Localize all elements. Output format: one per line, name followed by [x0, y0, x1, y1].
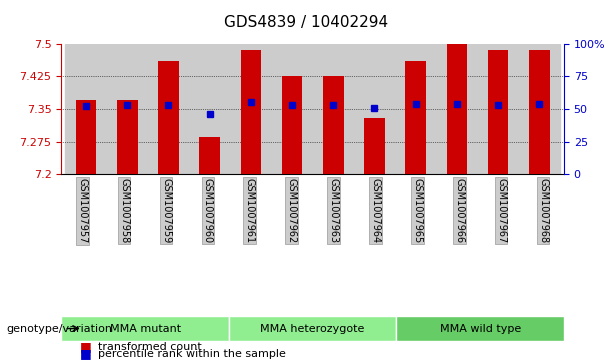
- Text: GSM1007967: GSM1007967: [496, 178, 506, 243]
- Bar: [199, 137, 220, 174]
- Bar: [148, 44, 189, 174]
- Bar: [76, 100, 96, 174]
- Text: GSM1007957: GSM1007957: [77, 178, 87, 243]
- Text: MMA mutant: MMA mutant: [110, 323, 181, 334]
- Bar: [354, 44, 395, 174]
- Bar: [478, 44, 519, 174]
- Bar: [282, 76, 302, 174]
- Text: GSM1007960: GSM1007960: [203, 178, 213, 243]
- Bar: [117, 100, 137, 174]
- Text: ■: ■: [80, 347, 91, 360]
- Bar: [313, 44, 354, 174]
- Text: GSM1007959: GSM1007959: [161, 178, 171, 243]
- Text: transformed count: transformed count: [98, 342, 202, 352]
- Text: MMA wild type: MMA wild type: [440, 323, 521, 334]
- Bar: [230, 44, 272, 174]
- Bar: [405, 61, 426, 174]
- Text: GSM1007962: GSM1007962: [287, 178, 297, 243]
- Text: GSM1007968: GSM1007968: [538, 178, 548, 243]
- Text: genotype/variation: genotype/variation: [6, 323, 112, 334]
- Text: MMA heterozygote: MMA heterozygote: [261, 323, 365, 334]
- Text: ■: ■: [80, 340, 91, 353]
- Bar: [529, 50, 549, 174]
- Bar: [446, 44, 467, 174]
- Bar: [240, 50, 261, 174]
- Bar: [323, 76, 343, 174]
- Text: GSM1007964: GSM1007964: [370, 178, 381, 243]
- Bar: [189, 44, 230, 174]
- Bar: [488, 50, 508, 174]
- Bar: [436, 44, 478, 174]
- Text: GDS4839 / 10402294: GDS4839 / 10402294: [224, 15, 389, 29]
- Bar: [66, 44, 107, 174]
- Text: GSM1007961: GSM1007961: [245, 178, 255, 243]
- Bar: [158, 61, 179, 174]
- Bar: [364, 118, 385, 174]
- Text: GSM1007958: GSM1007958: [119, 178, 129, 243]
- Bar: [519, 44, 560, 174]
- Text: percentile rank within the sample: percentile rank within the sample: [98, 349, 286, 359]
- Text: GSM1007965: GSM1007965: [413, 178, 422, 243]
- Text: GSM1007963: GSM1007963: [329, 178, 338, 243]
- Bar: [272, 44, 313, 174]
- Bar: [107, 44, 148, 174]
- Text: GSM1007966: GSM1007966: [454, 178, 464, 243]
- Bar: [395, 44, 436, 174]
